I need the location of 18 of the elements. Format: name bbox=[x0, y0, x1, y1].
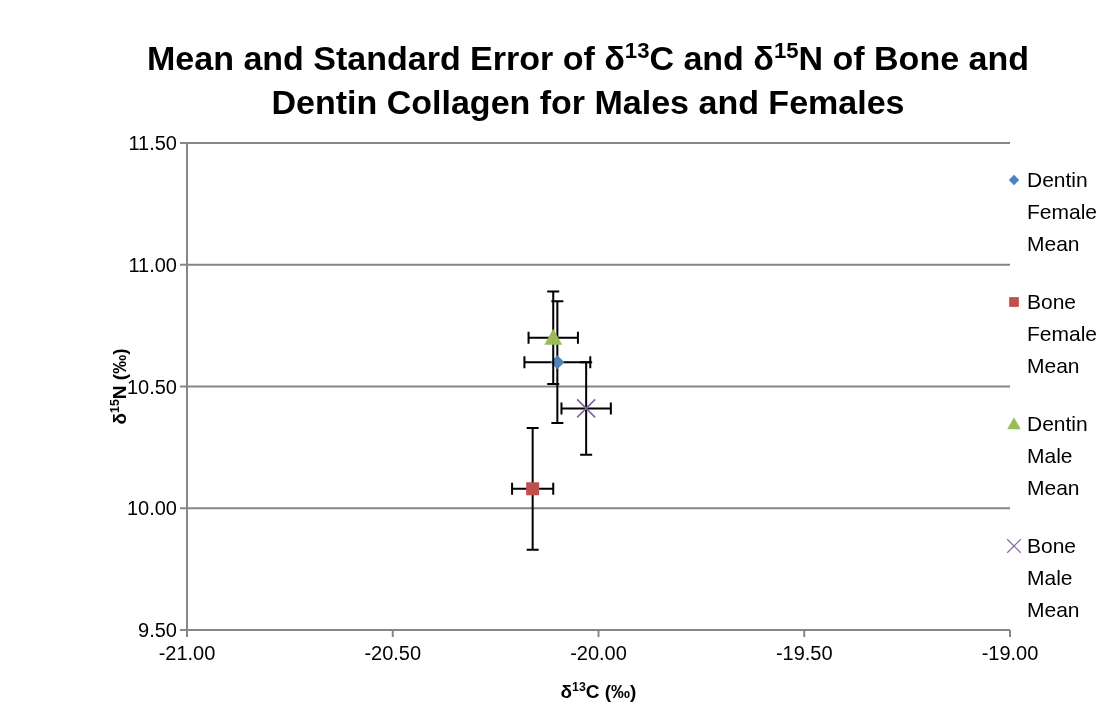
point bbox=[526, 482, 540, 496]
x-tick-label: -20.50 bbox=[364, 642, 422, 664]
chart-title: Mean and Standard Error of δ$^{13}$C and δ$^{15}$N of Bone and Dentin Collagen for Males and Females bbox=[147, 37, 1029, 121]
x-tick-label: -19.00 bbox=[981, 642, 1039, 664]
y-tick-label: 10.00 bbox=[126, 497, 177, 520]
y-tick-label: 9.50 bbox=[138, 619, 177, 641]
x-tick-label: -21.00 bbox=[158, 642, 216, 664]
legend-label: Dentin Female Mean bbox=[1027, 168, 1098, 255]
point bbox=[576, 398, 596, 419]
x-axis-title: δ$^{13}$C (‰) bbox=[560, 680, 637, 702]
y-tick-label: 11.00 bbox=[128, 253, 177, 276]
x-tick-label: -20.00 bbox=[570, 642, 627, 664]
legend-label: Bone Male Mean bbox=[1027, 534, 1080, 621]
legend-label: Dentin Male Mean bbox=[1027, 412, 1088, 499]
point bbox=[544, 328, 563, 345]
legend-label: Bone Female Mean bbox=[1027, 290, 1098, 377]
x-tick-label: -19.50 bbox=[775, 642, 833, 664]
y-tick-label: 11.50 bbox=[128, 132, 177, 154]
